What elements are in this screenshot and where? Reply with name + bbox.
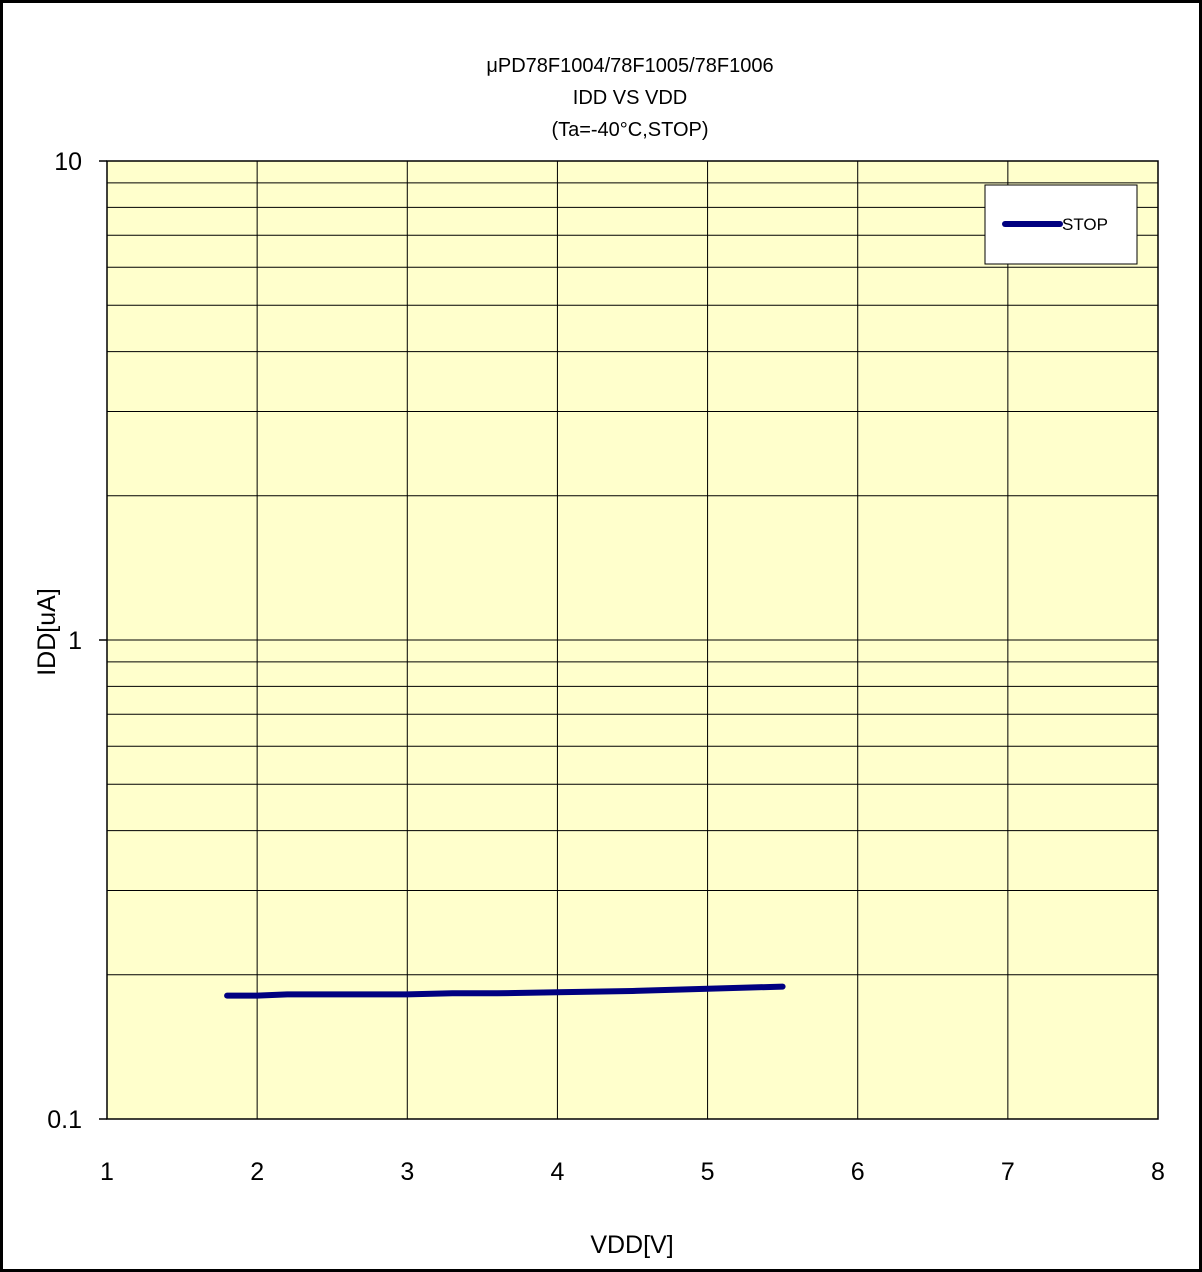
x-axis-label: VDD[V] [590, 1231, 673, 1259]
y-tick-label: 10 [54, 148, 82, 176]
title-line-3: (Ta=-40°C,STOP) [551, 119, 708, 141]
chart-title: μPD78F1004/78F1005/78F1006 IDD VS VDD (T… [486, 55, 773, 141]
x-tick-label: 7 [1001, 1158, 1015, 1186]
series-layer [224, 983, 786, 999]
title-line-1: μPD78F1004/78F1005/78F1006 [486, 55, 773, 77]
y-tick-marks [99, 160, 107, 1120]
y-tick-labels: 10 1 0.1 [47, 148, 82, 1134]
y-tick-label: 1 [68, 627, 82, 655]
x-tick-label: 5 [701, 1158, 715, 1186]
x-tick-label: 3 [400, 1158, 414, 1186]
y-axis-label: IDD[uA] [33, 588, 61, 676]
series-line-stop [224, 983, 786, 999]
legend: STOP [984, 184, 1138, 265]
x-tick-label: 4 [550, 1158, 564, 1186]
legend-label-stop: STOP [1062, 215, 1108, 234]
x-tick-label: 2 [250, 1158, 264, 1186]
x-tick-labels: 1 2 3 4 5 6 7 8 [100, 1158, 1165, 1186]
x-tick-label: 8 [1151, 1158, 1165, 1186]
x-tick-label: 6 [851, 1158, 865, 1186]
title-line-2: IDD VS VDD [573, 87, 687, 109]
y-tick-label: 0.1 [47, 1106, 82, 1134]
grid-layer [107, 161, 1158, 1119]
x-tick-label: 1 [100, 1158, 114, 1186]
